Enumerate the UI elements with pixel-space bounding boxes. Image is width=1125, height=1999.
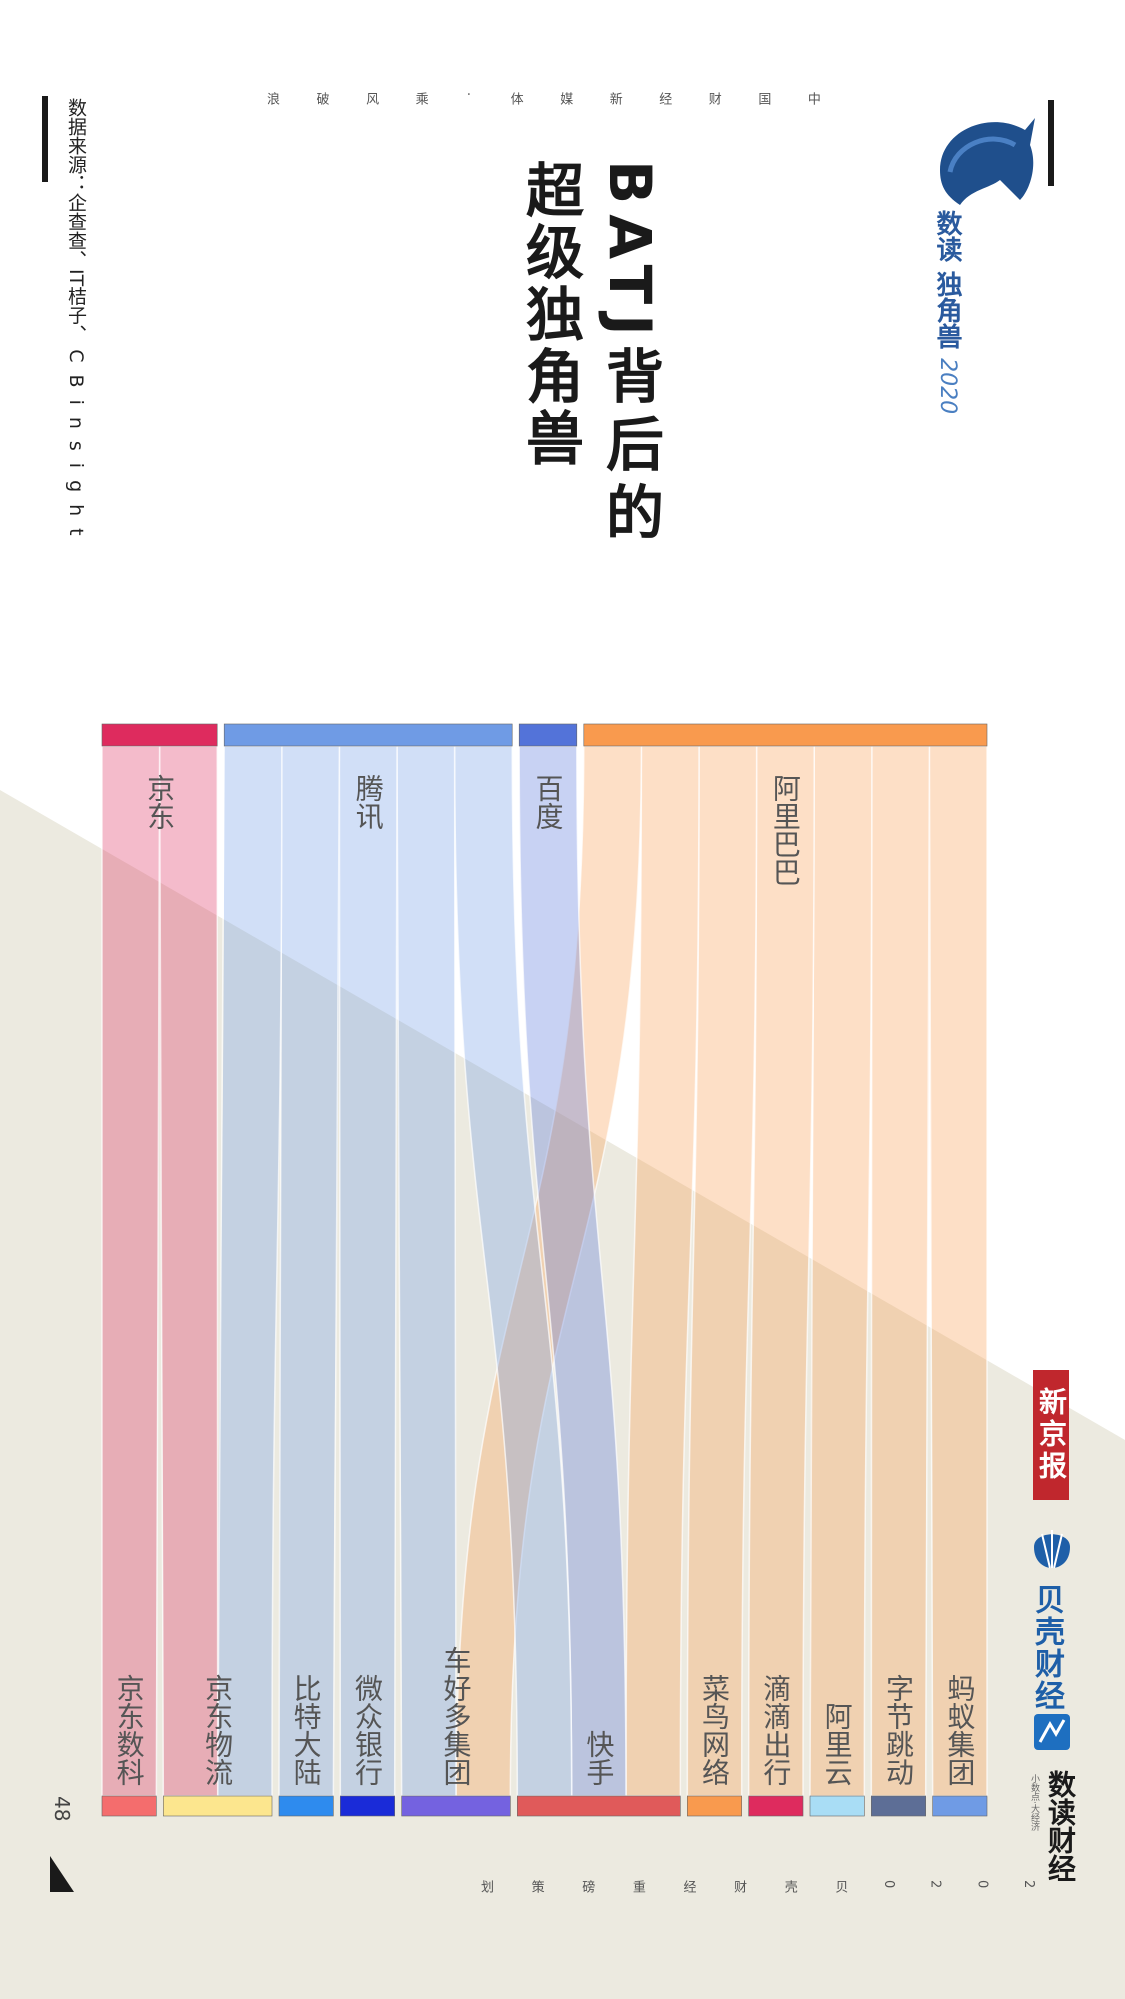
source-bar-3 xyxy=(101,723,218,747)
subtitle-letter-2: 风 xyxy=(363,92,379,105)
subtitle-letter-0: 浪 xyxy=(264,92,279,105)
sankey-links xyxy=(101,745,988,1797)
target-bar-8 xyxy=(278,1795,334,1817)
footer-letter-2: 磅 xyxy=(579,1880,595,1893)
subtitle-letter-10: 国 xyxy=(755,92,771,105)
target-bar-6 xyxy=(401,1795,511,1817)
shudu-logo-text: 数读财经 xyxy=(1044,1770,1077,1882)
source-line2: CBinsight xyxy=(65,349,87,548)
subtitle-letter-6: 媒 xyxy=(557,92,573,105)
shell-icon xyxy=(1034,1530,1070,1569)
target-bar-7 xyxy=(340,1795,395,1817)
subtitle-letter-5: 体 xyxy=(507,92,523,105)
source-label-1: 百度 xyxy=(532,774,565,830)
sankey-link-10 xyxy=(338,745,398,1797)
subtitle-letter-4: · xyxy=(460,92,476,97)
target-label-2: 阿里云 xyxy=(821,1702,854,1786)
target-label-1: 字节跳动 xyxy=(882,1674,915,1786)
source-label-3: 京东 xyxy=(143,774,176,830)
page-number: 48 xyxy=(50,1796,74,1822)
target-label-0: 蚂蚁集团 xyxy=(943,1674,976,1786)
target-label-5: 快手 xyxy=(582,1730,615,1786)
footer-letter-4: 经 xyxy=(680,1880,696,1893)
footer-letter-9: 2 xyxy=(927,1880,943,1889)
subtitle-letter-9: 财 xyxy=(705,92,721,105)
footer-letter-5: 财 xyxy=(731,1880,747,1893)
corner-triangle-icon xyxy=(50,1856,74,1892)
target-label-8: 比特大陆 xyxy=(290,1674,323,1786)
brand-year: 2020 xyxy=(935,358,960,415)
brand-line1: 数读 xyxy=(932,210,962,262)
footer-letter-3: 重 xyxy=(629,1880,645,1893)
footer-letters: 划 策 磅 重 经 财 壳 贝 0 2 0 2 xyxy=(476,1880,1036,1920)
subtitle-letter-1: 破 xyxy=(313,92,329,105)
target-label-4: 菜鸟网络 xyxy=(698,1674,731,1786)
target-bar-9 xyxy=(163,1795,273,1817)
subtitle-letter-8: 经 xyxy=(656,92,672,105)
source-bar-1 xyxy=(518,723,578,747)
target-label-6: 车好多集团 xyxy=(440,1646,473,1786)
source-label-0: 阿里巴巴 xyxy=(769,774,802,886)
footer-letter-7: 贝 xyxy=(832,1880,848,1893)
sankey-link-9 xyxy=(396,745,457,1797)
page-title: BATJ背后的 超级独角兽 xyxy=(510,160,670,550)
shudu-logo-subtitle: 小数点·大经济 xyxy=(1029,1774,1039,1831)
target-bar-0 xyxy=(932,1795,988,1817)
unicorn-logo-icon xyxy=(940,118,1035,205)
brand-logo-text: 数读 独角兽 2020 xyxy=(932,210,962,414)
footer-letter-6: 壳 xyxy=(781,1880,797,1893)
data-source: 数据来源：企查查、IT桔子、 CBinsight xyxy=(62,98,90,548)
source-accent-bar xyxy=(42,96,48,182)
source-line1: 数据来源：企查查、IT桔子、 xyxy=(65,98,87,344)
footer-letter-1: 策 xyxy=(528,1880,544,1893)
footer-letter-11: 2 xyxy=(1020,1880,1036,1889)
title-line2: 超级独角兽 xyxy=(516,160,584,470)
sankey-link-11 xyxy=(278,745,341,1797)
target-label-3: 滴滴出行 xyxy=(759,1674,792,1786)
sankey-link-1 xyxy=(870,745,931,1797)
source-label-2: 腾讯 xyxy=(352,774,385,830)
xinjingbao-logo: 新京报 xyxy=(1033,1370,1069,1500)
source-bar-2 xyxy=(223,723,513,747)
target-bar-4 xyxy=(687,1795,742,1817)
sankey-link-3 xyxy=(747,745,815,1797)
subtitle-letter-3: 乘 xyxy=(412,92,428,105)
target-bar-10 xyxy=(101,1795,157,1817)
sankey-link-0 xyxy=(928,745,988,1797)
header-accent-bar xyxy=(1048,100,1054,186)
sankey-link-2 xyxy=(809,745,873,1797)
sankey-link-12 xyxy=(216,745,283,1797)
footer-letter-0: 划 xyxy=(478,1880,493,1893)
sankey-link-13 xyxy=(158,745,219,1797)
title-line1: BATJ背后的 xyxy=(596,160,664,550)
shudu-logo-icon xyxy=(1034,1714,1070,1750)
footer-letter-10: 0 xyxy=(974,1880,990,1889)
brand-line2: 独角兽 xyxy=(932,271,962,350)
target-bar-1 xyxy=(871,1795,926,1817)
source-bar-0 xyxy=(583,723,988,747)
target-bar-5 xyxy=(517,1795,681,1817)
target-bar-3 xyxy=(748,1795,804,1817)
target-bar-2 xyxy=(809,1795,865,1817)
subtitle-letter-7: 新 xyxy=(606,92,622,105)
target-label-10: 京东数科 xyxy=(113,1674,146,1786)
footer-letter-8: 0 xyxy=(881,1880,896,1889)
sankey-link-14 xyxy=(101,745,161,1797)
beike-logo-text: 贝壳财经 xyxy=(1029,1584,1064,1712)
subtitle-letter-11: 中 xyxy=(804,92,820,105)
subtitle-letters: 浪 破 风 乘 · 体 媒 新 经 财 国 中 xyxy=(262,92,822,132)
target-label-9: 京东物流 xyxy=(201,1674,234,1786)
target-label-7: 微众银行 xyxy=(351,1674,384,1786)
